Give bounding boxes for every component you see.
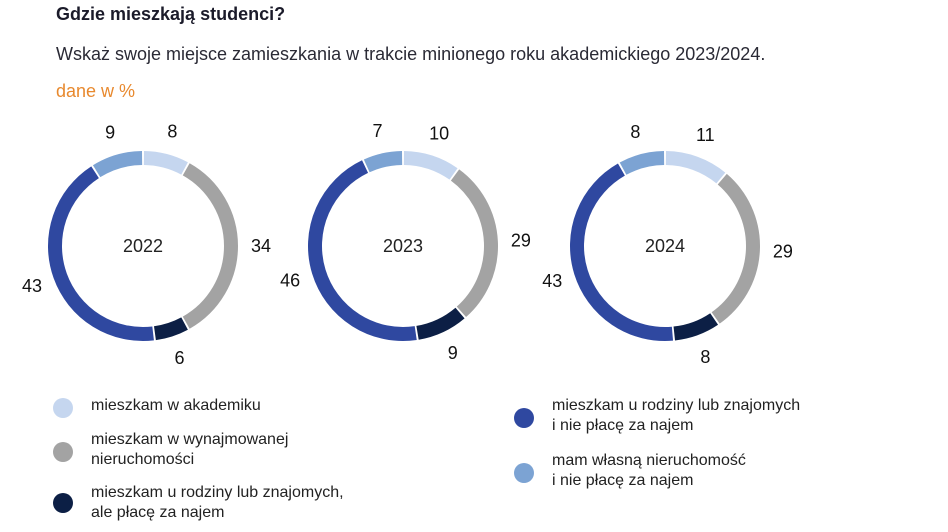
donut-segment [363, 151, 403, 173]
value-label: 46 [280, 270, 300, 290]
legend-label: nieruchomości [91, 451, 195, 468]
legend-label: mieszkam u rodziny lub znajomych [552, 397, 801, 414]
legend-item-akademik: mieszkam w akademiku [53, 396, 261, 418]
legend-swatch [53, 493, 73, 513]
value-label: 43 [542, 271, 562, 291]
value-label: 11 [696, 125, 715, 145]
legend-swatch [514, 463, 534, 483]
value-label: 34 [251, 236, 271, 256]
year-label: 2024 [645, 236, 685, 256]
donut-segment [416, 307, 465, 340]
year-label: 2023 [383, 236, 423, 256]
donut-segment [711, 173, 760, 324]
legend-label: i nie płacę za najem [552, 417, 694, 434]
donut-segment [665, 151, 726, 184]
legend-swatch [53, 442, 73, 462]
donut-segment [153, 317, 188, 341]
value-label: 8 [167, 122, 177, 142]
legend-item-wynajem: mieszkam w wynajmowanej nieruchomości [53, 430, 288, 470]
value-label: 8 [630, 122, 640, 142]
donut-segment [92, 151, 143, 178]
legend-label: mam własną nieruchomość [552, 452, 746, 469]
value-label: 9 [448, 343, 458, 363]
donut-charts: 8 34 6 43 9 2022 10 29 9 46 7 2023 11 29 8 43 8 2024 [22, 121, 793, 369]
donut-segment [182, 163, 238, 329]
value-label: 29 [511, 230, 531, 250]
donut-segment [450, 169, 498, 318]
value-label: 7 [373, 121, 383, 141]
legend-item-rodzina-nie-place: mieszkam u rodziny lub znajomych i nie p… [514, 396, 800, 436]
legend-swatch [53, 398, 73, 418]
chart-subtitle: Wskaż swoje miejsce zamieszkania w trakc… [56, 44, 766, 64]
year-label: 2022 [123, 236, 163, 256]
donut-segment [570, 163, 674, 341]
donut-2024: 11 29 8 43 8 2024 [542, 122, 793, 367]
value-label: 29 [773, 242, 793, 262]
donut-segment [308, 160, 417, 341]
donut-segment [619, 151, 665, 175]
donut-2022: 8 34 6 43 9 2022 [22, 122, 271, 369]
donut-2023: 10 29 9 46 7 2023 [280, 121, 531, 363]
donut-segment [143, 151, 188, 175]
donut-segment [48, 166, 154, 341]
legend-label: mieszkam w akademiku [91, 397, 261, 414]
value-label: 43 [22, 276, 42, 296]
legend-label: ale płacę za najem [91, 504, 225, 521]
legend-swatch [514, 408, 534, 428]
value-label: 9 [105, 123, 115, 143]
value-label: 10 [429, 124, 449, 144]
legend-item-rodzina-place: mieszkam u rodziny lub znajomych, ale pł… [53, 483, 344, 523]
unit-label: dane w % [56, 81, 136, 101]
donut-segment [403, 151, 458, 180]
legend-label: mieszkam w wynajmowanej [91, 431, 289, 448]
value-label: 8 [700, 347, 710, 367]
value-label: 6 [174, 348, 184, 368]
legend-label: i nie płacę za najem [552, 472, 694, 489]
donut-segment [673, 313, 719, 341]
chart-title: Gdzie mieszkają studenci? [56, 4, 286, 24]
legend-item-wlasna: mam własną nieruchomość i nie płacę za n… [514, 451, 746, 491]
legend-label: mieszkam u rodziny lub znajomych, [91, 484, 344, 501]
